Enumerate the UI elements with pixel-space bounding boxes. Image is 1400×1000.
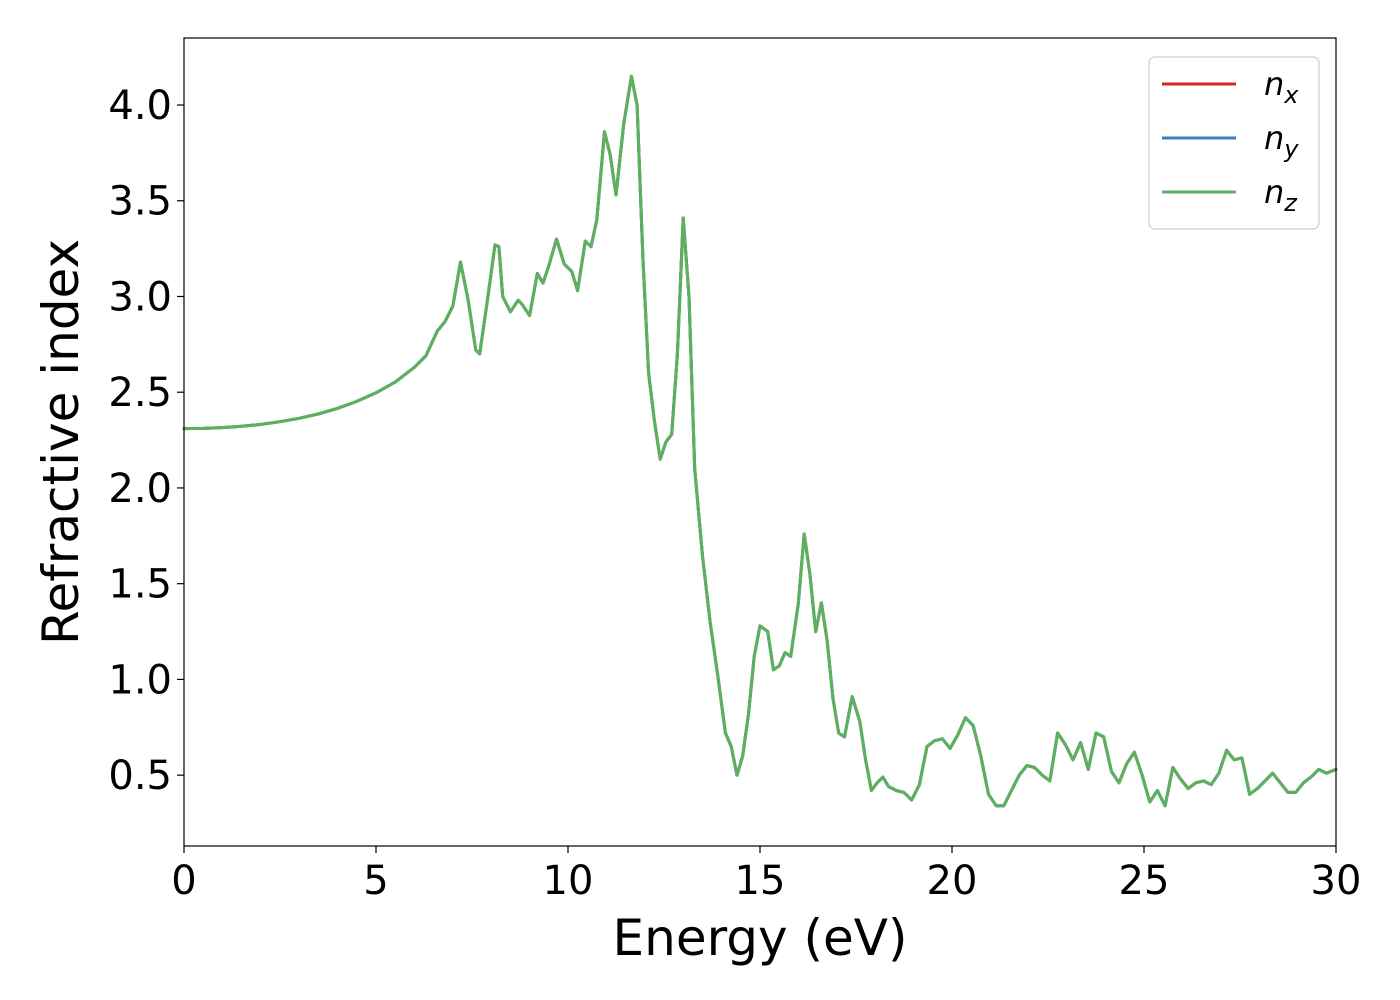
x-tick-label: 10 xyxy=(543,858,594,904)
y-tick-label: 4.0 xyxy=(108,83,172,129)
x-axis-ticks: 0 5 10 15 20 25 30 xyxy=(171,846,1361,904)
x-tick-label: 15 xyxy=(735,858,786,904)
x-tick-label: 30 xyxy=(1311,858,1362,904)
x-tick-label: 25 xyxy=(1119,858,1170,904)
legend-box xyxy=(1148,56,1320,230)
y-tick-label: 3.5 xyxy=(108,179,172,225)
y-tick-label: 2.5 xyxy=(108,370,172,416)
y-axis-ticks: 0.5 1.0 1.5 2.0 2.5 3.0 3.5 4.0 xyxy=(108,83,184,799)
x-axis-label: Energy (eV) xyxy=(613,909,908,967)
y-tick-label: 0.5 xyxy=(108,753,172,799)
series-line-n-z xyxy=(182,74,1338,808)
x-tick-label: 0 xyxy=(171,858,196,904)
series-layer xyxy=(182,74,1338,808)
y-tick-label: 2.0 xyxy=(108,466,172,512)
x-tick-label: 5 xyxy=(363,858,388,904)
y-tick-label: 1.0 xyxy=(108,657,172,703)
y-axis-label: Refractive index xyxy=(32,239,90,645)
y-tick-label: 3.0 xyxy=(108,274,172,320)
x-tick-label: 20 xyxy=(927,858,978,904)
y-tick-label: 1.5 xyxy=(108,562,172,608)
